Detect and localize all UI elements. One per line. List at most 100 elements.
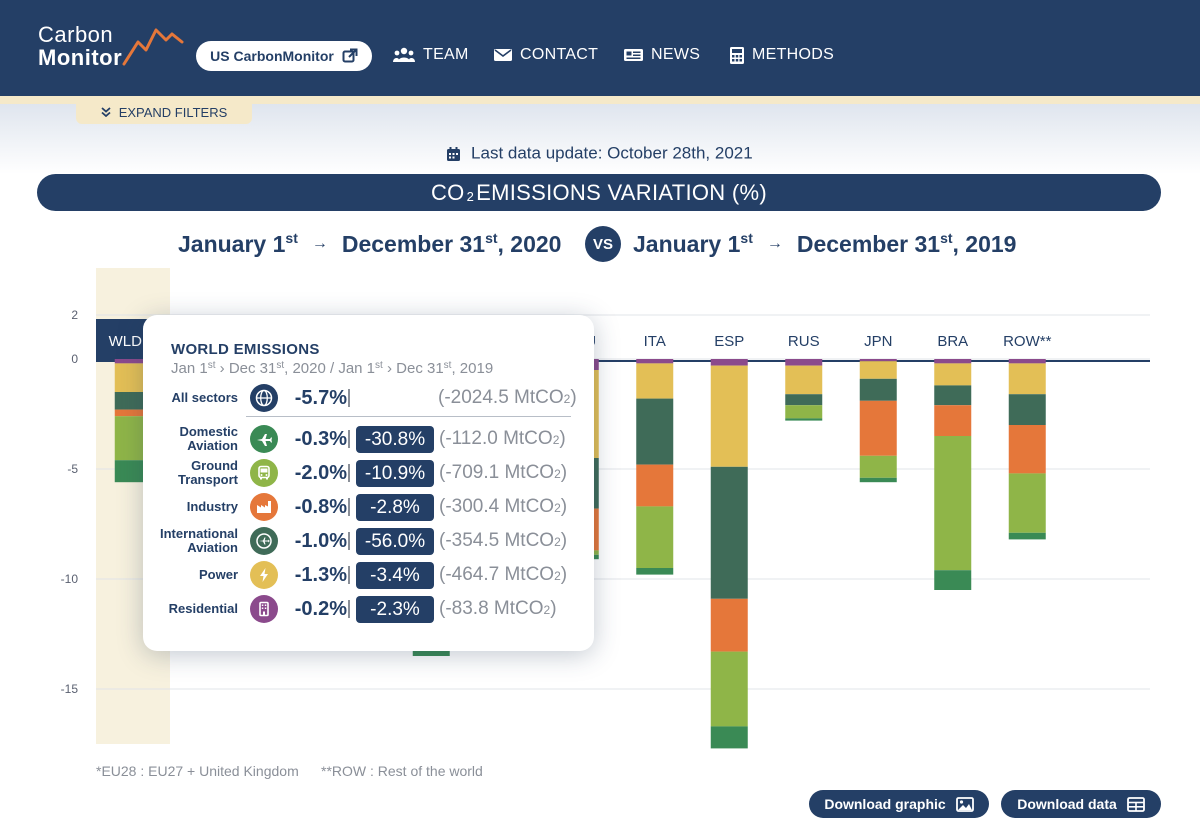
tooltip-sector-row: Industry -0.8% -2.8% (-300.4 MtCO2) <box>143 492 594 522</box>
bar-segment <box>636 464 674 507</box>
sector-label: Power <box>198 567 238 582</box>
sup: st <box>940 230 953 246</box>
carbon-monitor-logo[interactable]: Carbon Monitor <box>36 22 186 72</box>
abs-end: ) <box>560 496 568 517</box>
abs-text: (-709.1 MtCO <box>439 462 555 483</box>
last-update-text: Last data update: October 28th, 2021 <box>471 143 753 163</box>
tt-sub-e: , 2019 <box>451 360 494 377</box>
sector-abs: (-464.7 MtCO2) <box>439 560 567 590</box>
abs-end: ) <box>570 387 577 408</box>
bar-segment <box>1008 425 1046 474</box>
abs-sub: 2 <box>554 467 561 481</box>
bar-segment <box>859 455 897 478</box>
bar-segment <box>1008 363 1046 395</box>
sector-contribution: -0.3% <box>294 428 347 450</box>
bar-segment <box>114 460 152 483</box>
sector-contribution: -1.0% <box>294 530 347 552</box>
chart-title-bar: CO 2 EMISSIONS VARIATION (%) <box>37 174 1161 211</box>
period-previous-start: January 1 <box>633 230 741 257</box>
tooltip-all-sectors: All sectors -5.7% (-2024.5 MtCO2) <box>143 383 594 413</box>
abs-sub: 2 <box>543 603 551 617</box>
bar-segment <box>710 598 748 652</box>
y-tick-label: 2 <box>71 308 78 322</box>
bar-segment <box>785 405 823 419</box>
sector-label: Residential <box>168 601 238 616</box>
bar-segment <box>934 436 972 571</box>
separator-bar <box>348 600 350 618</box>
separator-bar <box>348 532 350 550</box>
bar-segment <box>636 398 674 465</box>
globe-icon <box>250 384 278 412</box>
period-previous-year: , 2019 <box>952 230 1017 257</box>
category-label: ESP <box>714 333 744 350</box>
tt-sub-d: › Dec 31 <box>382 360 444 377</box>
bar-segment <box>114 409 152 417</box>
category-label: JPN <box>864 333 892 350</box>
bar-segment <box>1008 473 1046 533</box>
sector-contribution: -0.8% <box>294 496 347 518</box>
nav-methods[interactable]: METHODS <box>730 44 834 66</box>
bar-segment <box>710 359 748 366</box>
title-post: EMISSIONS VARIATION (%) <box>476 179 768 205</box>
bar-segment <box>1008 394 1046 425</box>
footnote-eu: *EU28 : EU27 + United Kingdom <box>96 763 299 779</box>
tt-sub-a: Jan 1 <box>171 360 208 377</box>
sup: st <box>740 230 753 246</box>
abs-text: (-2024.5 MtCO <box>438 387 564 408</box>
category-label: RUS <box>788 333 820 350</box>
category-label: BRA <box>937 333 968 350</box>
sector-label: Domestic Aviation <box>179 424 238 453</box>
sup: st <box>375 360 383 371</box>
calendar-icon <box>447 146 461 161</box>
bar-segment <box>1008 532 1046 540</box>
expand-filters-button[interactable]: EXPAND FILTERS <box>76 100 252 124</box>
double-chevron-down-icon <box>101 107 111 117</box>
bar-segment <box>636 506 674 568</box>
tooltip-divider <box>246 416 571 417</box>
bar-segment <box>934 359 972 364</box>
abs-end: ) <box>560 564 568 585</box>
footnote-row: **ROW : Rest of the world <box>321 763 483 779</box>
nav-contact-label: CONTACT <box>520 46 599 63</box>
factory-icon <box>250 493 278 521</box>
bar-segment <box>710 365 748 467</box>
external-link-icon <box>342 48 358 63</box>
us-carbonmonitor-button[interactable]: US CarbonMonitor <box>196 41 372 71</box>
sector-abs: (-354.5 MtCO2) <box>439 526 567 556</box>
nav-news[interactable]: NEWS <box>624 44 700 66</box>
sector-abs: (-300.4 MtCO2) <box>439 492 567 522</box>
top-navbar: Carbon Monitor US CarbonMonitor TEAM <box>0 0 1200 96</box>
bar-segment <box>934 385 972 406</box>
expand-filters-label: EXPAND FILTERS <box>118 104 228 120</box>
bar-segment <box>710 466 748 599</box>
tooltip-sector-row: International Aviation -1.0% -56.0% (-354.5… <box>143 526 594 556</box>
abs-sub: 2 <box>552 433 560 447</box>
separator-bar <box>348 464 350 482</box>
calculator-icon <box>730 46 744 64</box>
sector-pct-badge: -30.8% <box>356 426 434 453</box>
sector-contribution: -1.3% <box>294 564 347 586</box>
sector-label: Ground Transport <box>178 458 238 487</box>
nav-team[interactable]: TEAM <box>393 44 469 66</box>
plane-icon <box>250 425 278 453</box>
download-data-label: Download data <box>1017 796 1117 812</box>
bar-segment <box>934 405 972 436</box>
sector-label: International Aviation <box>159 526 238 555</box>
bar-segment <box>1008 359 1046 364</box>
sup: st <box>285 230 298 246</box>
download-graphic-button[interactable]: Download graphic <box>809 790 989 818</box>
sector-abs: (-112.0 MtCO2) <box>439 424 566 454</box>
sup: st <box>485 230 498 246</box>
abs-end: ) <box>550 598 557 619</box>
sup: st <box>276 360 285 371</box>
sector-label: Industry <box>186 499 238 514</box>
download-data-button[interactable]: Download data <box>1001 790 1161 818</box>
separator-bar <box>348 566 350 584</box>
world-emissions-tooltip: WORLD EMISSIONS Jan 1st › Dec 31st, 2020… <box>143 315 594 651</box>
table-icon <box>1126 796 1145 812</box>
nav-contact[interactable]: CONTACT <box>494 44 598 66</box>
abs-text: (-300.4 MtCO <box>439 496 555 517</box>
us-carbonmonitor-label: US CarbonMonitor <box>210 48 334 64</box>
bus-icon <box>250 459 278 487</box>
